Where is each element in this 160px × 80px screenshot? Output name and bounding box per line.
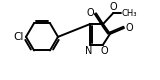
Text: O: O <box>109 2 117 12</box>
Text: CH₃: CH₃ <box>122 9 137 18</box>
Text: O: O <box>86 8 94 18</box>
Text: Cl: Cl <box>14 32 24 42</box>
Text: O: O <box>126 23 134 33</box>
Text: N: N <box>85 46 93 56</box>
Text: O: O <box>100 46 108 56</box>
